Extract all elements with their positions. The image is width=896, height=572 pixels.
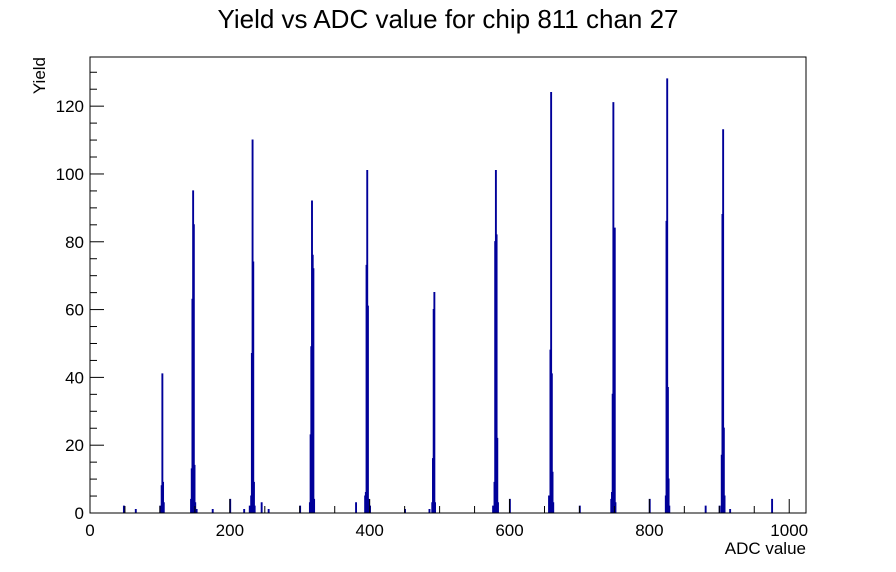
- histogram-bin: [161, 373, 164, 513]
- histogram-bin: [551, 471, 554, 513]
- histogram-bin: [434, 502, 437, 513]
- histogram-bin: [313, 498, 316, 513]
- histogram-bin: [552, 502, 555, 513]
- histogram-bin: [722, 129, 725, 513]
- histogram-bin: [614, 502, 617, 513]
- y-tick-label: 40: [65, 368, 84, 387]
- histogram-bin: [771, 498, 774, 513]
- histogram-bin: [496, 437, 499, 513]
- histogram-bin: [162, 502, 165, 513]
- histogram-bin: [260, 502, 263, 513]
- histogram-bin: [428, 509, 431, 513]
- histogram-bin: [243, 509, 246, 513]
- histogram-bin: [162, 481, 165, 513]
- x-tick-label: 800: [635, 521, 663, 540]
- chart-title: Yield vs ADC value for chip 811 chan 27: [217, 4, 678, 34]
- y-tick-label: 0: [75, 504, 84, 523]
- histogram-bin: [550, 373, 553, 513]
- x-axis-ticks: 0 200 400 600 800 1000: [85, 499, 808, 540]
- y-tick-label: 60: [65, 301, 84, 320]
- plot-frame: [89, 56, 807, 514]
- histogram-bin: [492, 505, 495, 513]
- y-tick-label: 80: [65, 233, 84, 252]
- x-axis-title: ADC value: [725, 539, 806, 558]
- histogram-bin: [667, 478, 670, 513]
- histogram-bin: [312, 268, 315, 513]
- histogram-bin: [134, 509, 137, 513]
- histogram-bin: [122, 505, 125, 513]
- histogram-bin: [267, 509, 270, 513]
- histogram-bin: [723, 495, 726, 513]
- histogram-bin: [195, 509, 198, 513]
- histogram-bin: [666, 78, 669, 513]
- x-tick-label: 1000: [770, 521, 808, 540]
- y-tick-label: 100: [56, 165, 84, 184]
- x-tick-label: 0: [85, 521, 94, 540]
- x-tick-label: 600: [495, 521, 523, 540]
- histogram-bin: [550, 91, 553, 513]
- histogram-bin: [366, 305, 369, 513]
- histogram-bin: [253, 481, 255, 513]
- histogram-bin: [704, 505, 707, 513]
- histogram-bars: [122, 78, 774, 513]
- histogram-bin: [497, 502, 499, 513]
- y-tick-label: 20: [65, 436, 84, 455]
- histogram-bin: [613, 227, 616, 513]
- y-tick-label: 120: [56, 97, 84, 116]
- y-axis-title: Yield: [30, 57, 49, 94]
- x-tick-label: 200: [216, 521, 244, 540]
- histogram-bin: [729, 509, 732, 513]
- y-axis-ticks: 0 20 40 60 80 100 120: [56, 71, 104, 523]
- histogram-bin: [193, 464, 196, 513]
- histogram-bin: [722, 427, 725, 513]
- histogram-bin: [252, 261, 255, 513]
- histogram-bin: [666, 386, 669, 513]
- histogram-bin: [433, 292, 436, 513]
- histogram-bin: [668, 505, 671, 513]
- histogram-bin: [253, 505, 256, 513]
- histogram-bin: [495, 234, 498, 513]
- histogram-bin: [355, 502, 358, 513]
- histogram-bin: [248, 505, 251, 513]
- x-tick-label: 400: [356, 521, 384, 540]
- histogram-bin: [612, 102, 615, 513]
- histogram-bin: [367, 498, 370, 513]
- histogram-bin: [211, 509, 214, 513]
- histogram-bin: [192, 224, 195, 513]
